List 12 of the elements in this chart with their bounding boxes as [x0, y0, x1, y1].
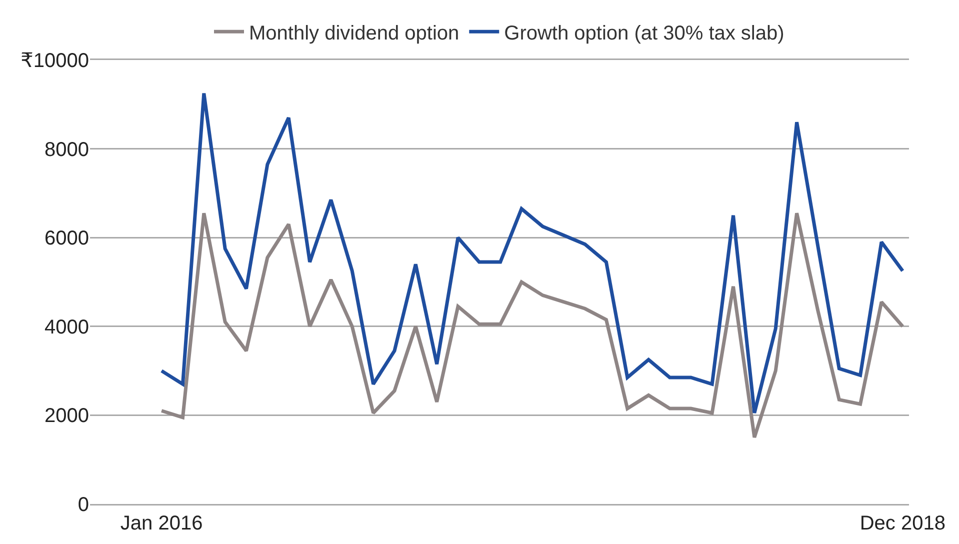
x-tick-label: Dec 2018 — [860, 512, 946, 534]
line-series — [160, 92, 904, 415]
y-tick-label: 8000 — [44, 138, 89, 161]
y-tick-label: 6000 — [44, 228, 89, 250]
x-tick-label: Jan 2016 — [120, 512, 203, 534]
y-tick-label: 4000 — [44, 316, 89, 338]
line-series — [160, 211, 904, 440]
y-tick-label: 2000 — [44, 405, 89, 428]
y-tick-label: ₹10000 — [20, 50, 89, 72]
y-tick-label: 0 — [78, 494, 89, 516]
legend-label: Monthly dividend option — [249, 22, 460, 44]
legend-label: Growth option (at 30% tax slab) — [504, 22, 784, 44]
